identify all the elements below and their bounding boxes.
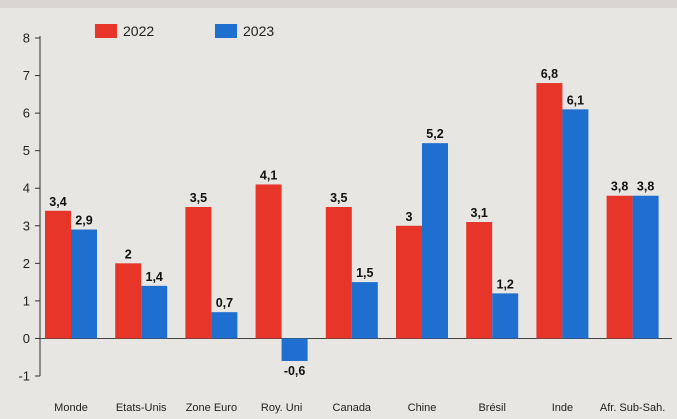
category-label: Zone Euro	[186, 402, 237, 414]
bar-2022	[396, 225, 422, 339]
bar-2022	[115, 263, 142, 339]
data-label: 3,5	[330, 191, 347, 205]
bar-2022	[536, 83, 563, 339]
y-tick-label: 3	[23, 218, 30, 233]
bar-2022	[185, 207, 212, 339]
data-label: -0,6	[284, 364, 306, 378]
bar-2023	[71, 229, 97, 339]
data-label: 2,9	[75, 214, 92, 228]
data-label: 3,5	[190, 191, 207, 205]
category-label: Etats-Unis	[116, 402, 167, 414]
category-label: Roy. Uni	[261, 402, 302, 414]
data-label: 3,8	[611, 180, 628, 194]
y-tick-label: 0	[23, 331, 30, 346]
category-label: Inde	[552, 402, 573, 414]
data-label: 3,8	[637, 180, 654, 194]
data-label: 3,1	[471, 206, 488, 220]
legend-swatch-2022	[95, 24, 117, 38]
data-label: 1,2	[497, 277, 514, 291]
legend-label-2022: 2022	[123, 23, 154, 39]
labels-group: 3,4 2,9 Monde 2 1,4 Etats-Unis 3,5 0,7 Zone Euro…	[49, 67, 665, 414]
data-label: 5,2	[426, 127, 443, 141]
bar-2022	[45, 210, 71, 339]
category-label: Brésil	[478, 402, 506, 414]
category-label: Monde	[54, 402, 88, 414]
category-label: Chine	[408, 402, 437, 414]
legend-swatch-2023	[215, 24, 237, 38]
bar-2023	[422, 143, 448, 339]
category-label: Afr. Sub-Sah.	[600, 402, 665, 414]
data-label: 1,5	[356, 266, 373, 280]
bar-2023	[632, 195, 659, 339]
bar-2022	[606, 195, 633, 339]
bar-2022	[255, 184, 282, 339]
data-label: 0,7	[216, 296, 233, 310]
bar-2022	[466, 222, 493, 339]
y-tick-label: 5	[23, 143, 30, 158]
bar-2023	[281, 338, 308, 361]
y-tick-label: 7	[23, 68, 30, 83]
category-label: Canada	[333, 402, 372, 414]
data-label: 1,4	[146, 270, 163, 284]
legend: 2022 2023	[95, 23, 274, 39]
bar-2023	[562, 109, 589, 339]
bar-2023	[351, 282, 378, 339]
data-label: 6,1	[567, 93, 584, 107]
y-tick-label: 4	[23, 181, 30, 196]
y-tick-label: -1	[18, 369, 30, 384]
data-label: 3,4	[49, 195, 66, 209]
bars-group	[45, 83, 659, 361]
data-label: 3	[406, 210, 413, 224]
bar-2023	[492, 293, 519, 339]
data-label: 2	[125, 247, 132, 261]
bar-2023	[141, 285, 168, 339]
y-tick-label: 2	[23, 256, 30, 271]
bar-2023	[211, 312, 238, 339]
data-label: 6,8	[541, 67, 558, 81]
top-border-strip	[0, 0, 677, 8]
bar-2022	[325, 207, 352, 339]
y-tick-label: 8	[23, 31, 30, 46]
data-label: 4,1	[260, 168, 277, 182]
legend-label-2023: 2023	[243, 23, 274, 39]
y-tick-label: 6	[23, 106, 30, 121]
y-tick-label: 1	[23, 293, 30, 308]
